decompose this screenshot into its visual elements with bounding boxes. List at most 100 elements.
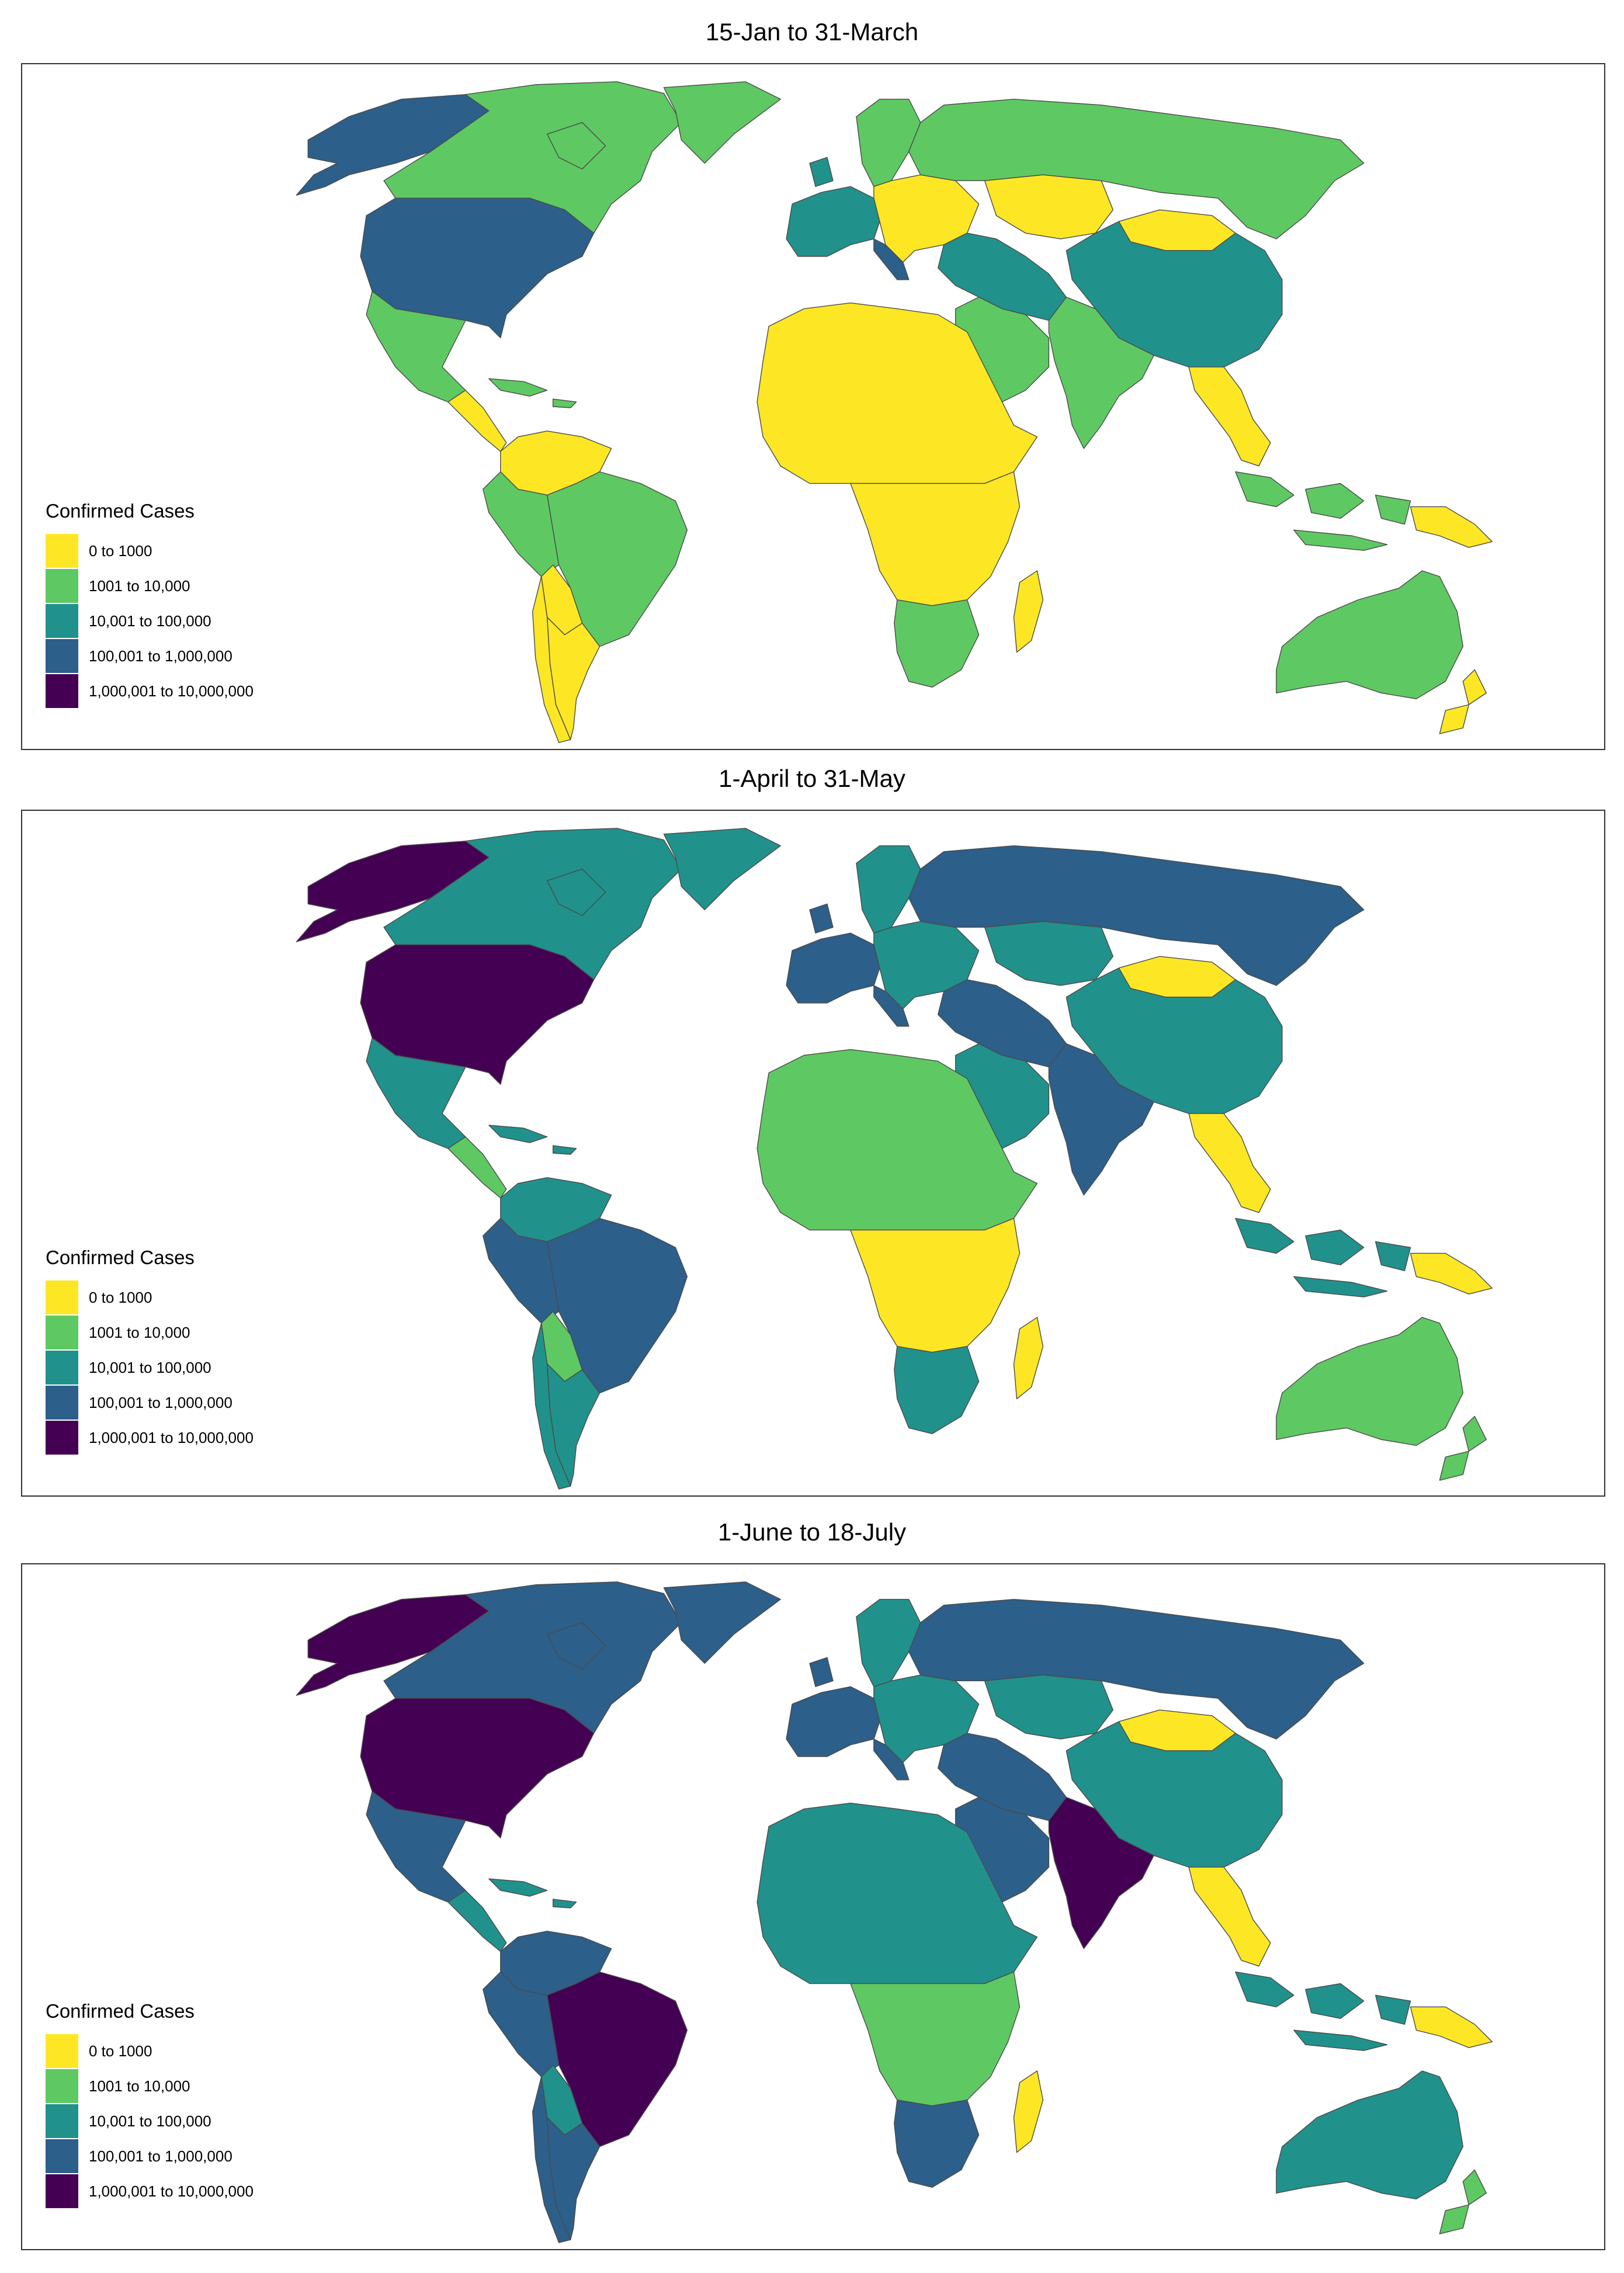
legend-item: 0 to 1000 <box>46 533 254 568</box>
legend-swatch <box>46 2069 78 2103</box>
legend-swatch <box>46 2139 78 2173</box>
region-central-america <box>447 1136 507 1199</box>
legend-label: 1001 to 10,000 <box>89 2077 190 2095</box>
region-middle-east <box>937 1733 1067 1821</box>
legend-swatch <box>46 1421 78 1455</box>
legend-swatch <box>46 534 78 568</box>
region-central-america <box>447 1890 507 1952</box>
region-new-zealand <box>1439 1415 1487 1481</box>
region-png <box>1410 2006 1493 2048</box>
legend-title: Confirmed Cases <box>46 2000 195 2022</box>
legend-swatch <box>46 674 78 708</box>
region-indonesia <box>1235 471 1411 551</box>
region-se-asia <box>1188 366 1271 467</box>
legend-label: 100,001 to 1,000,000 <box>89 1393 233 1411</box>
region-brazil <box>546 1217 688 1394</box>
legend-swatch <box>46 1351 78 1384</box>
region-africa-south <box>894 2100 980 2188</box>
region-argentina <box>546 2117 601 2240</box>
region-brazil <box>546 471 688 647</box>
region-se-asia <box>1188 1866 1271 1967</box>
region-caribbean <box>488 1125 577 1155</box>
region-canada <box>383 828 682 980</box>
region-usa <box>360 944 595 1085</box>
legend-item: 0 to 1000 <box>46 2033 254 2069</box>
legend-rows: 0 to 1000 1001 to 10,000 10,001 to 100,000… <box>46 1280 254 1455</box>
legend: Confirmed Cases 0 to 1000 1001 to 10,000 1… <box>46 2000 254 2209</box>
region-png <box>1410 1252 1493 1295</box>
region-canada <box>383 81 682 234</box>
legend-item: 10,001 to 100,000 <box>46 2104 254 2139</box>
region-africa-central <box>850 1971 1021 2107</box>
panel-title: 1-April to 31-May <box>719 765 905 792</box>
region-caribbean <box>488 1878 577 1908</box>
legend-label: 10,001 to 100,000 <box>89 612 211 630</box>
region-middle-east <box>937 979 1067 1068</box>
region-se-asia <box>1188 1113 1271 1213</box>
region-india <box>1048 1043 1154 1196</box>
legend-swatch <box>46 604 78 638</box>
legend-label: 100,001 to 1,000,000 <box>89 2147 233 2165</box>
region-alaska <box>296 94 490 196</box>
region-greenland <box>663 1581 781 1664</box>
region-brazil <box>546 1971 688 2147</box>
region-alaska <box>296 1594 490 1696</box>
legend-rows: 0 to 1000 1001 to 10,000 10,001 to 100,000… <box>46 533 254 709</box>
region-central-america <box>447 390 507 452</box>
map-svg <box>296 81 1493 743</box>
region-indonesia <box>1235 1217 1411 1297</box>
legend-label: 0 to 1000 <box>89 542 152 560</box>
legend-label: 0 to 1000 <box>89 2042 152 2060</box>
legend-item: 100,001 to 1,000,000 <box>46 1385 254 1420</box>
legend-item: 1,000,001 to 10,000,000 <box>46 1420 254 1455</box>
legend-label: 1001 to 10,000 <box>89 577 190 595</box>
region-africa-south <box>894 1346 980 1435</box>
panel-title: 15-Jan to 31-March <box>705 18 919 46</box>
panel-title: 1-June to 18-July <box>717 1518 907 1546</box>
region-kazakhstan <box>984 921 1113 986</box>
region-africa-central <box>850 471 1021 606</box>
legend-item: 0 to 1000 <box>46 1280 254 1315</box>
region-china <box>1066 221 1283 367</box>
region-greenland <box>663 81 781 164</box>
legend-swatch <box>46 639 78 673</box>
legend-swatch <box>46 1316 78 1349</box>
region-africa-south <box>894 599 980 688</box>
region-australia <box>1276 1317 1464 1446</box>
legend-item: 1001 to 10,000 <box>46 568 254 603</box>
region-indonesia <box>1235 1971 1411 2051</box>
region-kazakhstan <box>984 174 1113 240</box>
region-scandinavia <box>856 99 921 187</box>
region-caribbean <box>488 378 577 408</box>
region-new-zealand <box>1439 2169 1487 2234</box>
legend: Confirmed Cases 0 to 1000 1001 to 10,000 1… <box>46 1246 254 1455</box>
legend-item: 1,000,001 to 10,000,000 <box>46 2174 254 2209</box>
map-svg <box>296 1581 1493 2243</box>
legend-label: 10,001 to 100,000 <box>89 2112 211 2130</box>
region-png <box>1410 506 1493 548</box>
region-europe-west <box>786 903 880 1004</box>
region-china <box>1066 1721 1283 1868</box>
legend-swatch <box>46 569 78 603</box>
legend-item: 10,001 to 100,000 <box>46 1350 254 1385</box>
legend-item: 10,001 to 100,000 <box>46 603 254 638</box>
map-svg <box>296 828 1493 1490</box>
world-map: Confirmed Cases 0 to 1000 1001 to 10,000 1… <box>21 1563 1605 2250</box>
legend: Confirmed Cases 0 to 1000 1001 to 10,000 1… <box>46 499 254 709</box>
region-greenland <box>663 828 781 911</box>
legend-swatch <box>46 2174 78 2208</box>
legend-swatch <box>46 1386 78 1420</box>
legend-item: 100,001 to 1,000,000 <box>46 638 254 674</box>
region-australia <box>1276 2070 1464 2199</box>
legend-label: 1,000,001 to 10,000,000 <box>89 1428 254 1446</box>
region-europe-west <box>786 1657 880 1757</box>
legend-label: 10,001 to 100,000 <box>89 1358 211 1376</box>
region-madagascar <box>1013 2070 1044 2153</box>
region-scandinavia <box>856 1599 921 1687</box>
legend-swatch <box>46 2104 78 2138</box>
region-madagascar <box>1013 570 1044 653</box>
region-europe-west <box>786 157 880 257</box>
region-madagascar <box>1013 1317 1044 1400</box>
legend-swatch <box>46 1280 78 1314</box>
legend-item: 100,001 to 1,000,000 <box>46 2139 254 2174</box>
